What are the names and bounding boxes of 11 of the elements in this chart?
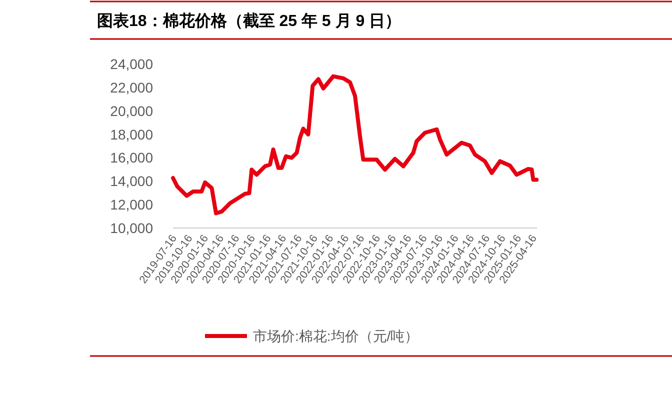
y-tick-label: 10,000 (110, 220, 154, 236)
y-tick-label: 22,000 (110, 79, 154, 96)
y-tick-label: 20,000 (110, 102, 154, 119)
y-tick-label: 24,000 (110, 56, 154, 72)
y-tick-label: 14,000 (110, 173, 154, 190)
line-series (171, 74, 539, 216)
y-tick-label: 12,000 (110, 196, 154, 213)
y-tick-label: 18,000 (110, 126, 154, 142)
legend-label: 市场价:棉花:均价（元/吨） (253, 328, 419, 344)
y-tick-label: 16,000 (110, 150, 154, 166)
chart-title: 图表18：棉花价格（截至 25 年 5 月 9 日） (97, 12, 402, 30)
